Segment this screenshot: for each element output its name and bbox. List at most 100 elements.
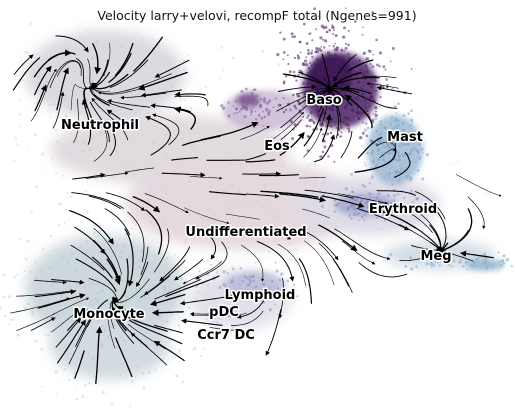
cell-point xyxy=(91,56,95,60)
cell-point xyxy=(178,348,182,352)
cell-point xyxy=(297,73,300,77)
velocity-streamline xyxy=(92,43,102,75)
cell-point xyxy=(231,186,234,190)
cell-point xyxy=(245,307,247,309)
cell-point xyxy=(365,67,368,70)
cell-point xyxy=(353,20,357,23)
cell-point xyxy=(389,201,393,205)
cell-point xyxy=(69,152,72,156)
cell-point xyxy=(92,231,96,235)
cell-point xyxy=(278,157,282,161)
cell-point xyxy=(252,276,255,279)
cell-point xyxy=(69,276,72,280)
cell-point xyxy=(213,318,216,321)
velocity-streamline xyxy=(154,228,170,273)
cell-point xyxy=(363,162,366,164)
cell-point xyxy=(2,295,6,299)
cell-point xyxy=(67,153,70,156)
cell-point xyxy=(312,203,315,206)
cell-point xyxy=(340,48,344,52)
cell-point xyxy=(54,370,58,374)
cell-point xyxy=(173,267,177,271)
cell-point xyxy=(288,249,292,253)
cell-point xyxy=(287,289,291,293)
cell-point xyxy=(220,45,224,49)
cell-point xyxy=(452,163,455,166)
velocity-streamline xyxy=(75,313,94,347)
cell-point xyxy=(370,84,374,88)
cell-point xyxy=(255,200,259,204)
cell-point xyxy=(41,152,45,156)
cell-point xyxy=(286,279,290,283)
cell-point xyxy=(148,49,151,52)
cell-point xyxy=(110,295,113,299)
cell-point xyxy=(321,133,325,136)
velocity-streamline xyxy=(57,319,86,364)
cell-point xyxy=(329,124,333,128)
cell-point xyxy=(68,329,70,332)
cell-point xyxy=(267,250,271,254)
cell-point xyxy=(399,139,401,142)
velocity-streamline xyxy=(13,54,34,75)
cell-point xyxy=(447,263,451,266)
cell-point xyxy=(0,306,2,311)
cell-point xyxy=(375,89,378,92)
cell-point xyxy=(100,345,104,348)
cell-point xyxy=(283,161,286,164)
cell-point xyxy=(135,112,138,115)
cell-point xyxy=(250,205,254,209)
cell-point xyxy=(273,239,277,243)
cell-point xyxy=(226,138,229,141)
cell-point xyxy=(132,140,135,144)
cell-point xyxy=(86,249,90,252)
cell-point xyxy=(24,257,28,261)
cell-point xyxy=(330,54,334,58)
cell-point xyxy=(387,206,391,211)
cell-point xyxy=(296,56,301,60)
cell-point xyxy=(114,132,117,135)
cell-point xyxy=(389,143,393,146)
cell-point xyxy=(293,56,297,60)
cell-point xyxy=(132,108,135,111)
cell-point xyxy=(319,155,323,159)
cell-point xyxy=(363,191,367,195)
cell-point xyxy=(227,225,230,228)
cell-point xyxy=(147,370,151,374)
cell-point xyxy=(68,132,72,136)
cell-point xyxy=(366,88,369,91)
cell-point xyxy=(107,267,111,270)
cell-point xyxy=(206,208,211,212)
velocity-streamline xyxy=(258,174,300,177)
cell-point xyxy=(438,264,441,267)
cell-point xyxy=(134,166,137,169)
cell-point xyxy=(308,104,311,107)
cell-point xyxy=(325,57,328,61)
cell-point xyxy=(282,187,285,190)
cell-point xyxy=(254,139,257,142)
cell-point xyxy=(374,189,377,192)
cell-point xyxy=(370,151,374,156)
cell-point xyxy=(344,116,346,119)
cluster-label-mast: Mast xyxy=(387,130,423,145)
cell-point xyxy=(395,169,399,173)
cell-point xyxy=(334,123,336,126)
cell-point xyxy=(365,70,369,74)
cell-point xyxy=(429,261,434,265)
cell-point xyxy=(361,207,364,210)
cell-point xyxy=(260,205,263,209)
cell-point xyxy=(117,283,120,286)
cell-point xyxy=(290,258,294,262)
cell-point xyxy=(328,28,332,32)
cell-point xyxy=(213,196,216,199)
cell-point xyxy=(307,48,310,52)
velocity-streamline xyxy=(132,196,161,213)
cell-point xyxy=(306,213,309,216)
cell-point xyxy=(354,117,358,120)
velocity-streamline xyxy=(114,42,134,76)
cell-point xyxy=(295,248,299,252)
cell-point xyxy=(297,100,300,103)
cell-point xyxy=(96,234,99,238)
cell-point xyxy=(16,333,20,337)
cell-point xyxy=(360,112,363,115)
cell-point xyxy=(189,144,194,148)
